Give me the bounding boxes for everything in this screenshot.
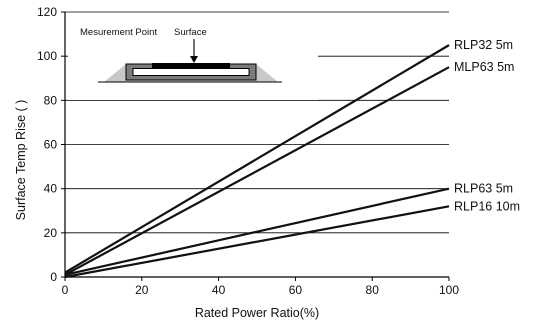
y-tick-label: 100 <box>37 49 57 63</box>
x-tick-label: 80 <box>366 283 380 297</box>
y-tick-label: 60 <box>44 138 58 152</box>
y-tick-label: 0 <box>50 270 57 284</box>
inset-arrow-head <box>190 56 198 63</box>
series-label: RLP63 5m <box>454 182 513 196</box>
x-tick-label: 100 <box>439 283 459 297</box>
series-label: MLP63 5m <box>454 60 514 74</box>
series-label: RLP32 5m <box>454 38 513 52</box>
ticks: 0 20 40 60 80 100 120 0 20 40 60 80 100 <box>37 5 459 297</box>
x-tick-label: 60 <box>289 283 303 297</box>
inset-surface-label: Surface <box>174 27 207 38</box>
x-tick-label: 0 <box>62 283 69 297</box>
series <box>64 44 450 279</box>
series-line <box>64 187 450 276</box>
inset-surface-plate <box>152 63 230 68</box>
y-axis-label: Surface Temp Rise ( ) <box>14 100 28 221</box>
inset-measurement-label: Mesurement Point <box>80 27 157 38</box>
series-line <box>64 66 450 276</box>
x-axis-label: Rated Power Ratio(%) <box>195 306 319 320</box>
y-tick-label: 40 <box>44 182 58 196</box>
x-tick-label: 40 <box>212 283 226 297</box>
resistor-inset-diagram: Mesurement Point Surface <box>68 20 318 100</box>
series-line <box>64 205 450 279</box>
inset-core <box>132 68 250 76</box>
y-tick-label: 20 <box>44 226 58 240</box>
y-tick-label: 120 <box>37 5 57 19</box>
series-labels: RLP32 5m MLP63 5m RLP63 5m RLP16 10m <box>454 38 520 213</box>
x-tick-label: 20 <box>135 283 149 297</box>
series-label: RLP16 10m <box>454 199 520 213</box>
y-tick-label: 80 <box>44 93 58 107</box>
series-line <box>64 44 450 274</box>
